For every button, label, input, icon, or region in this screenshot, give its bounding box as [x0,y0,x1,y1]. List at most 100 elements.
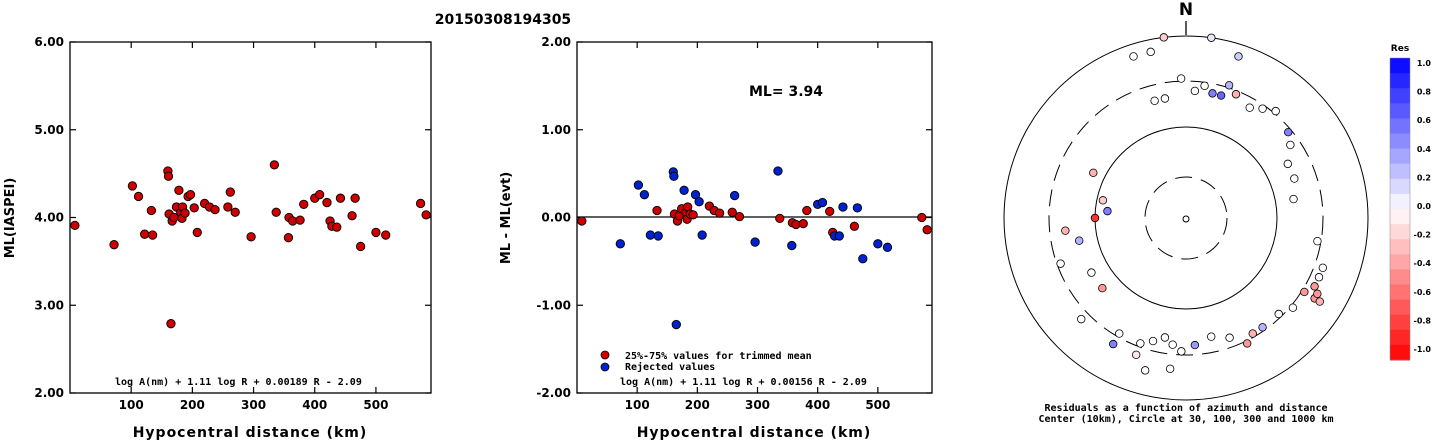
data-point [615,239,625,249]
colorbar-tick-label: -1.0 [1414,345,1432,354]
colorbar-tick-label: -0.4 [1414,259,1432,268]
center-marker [1182,215,1190,223]
data-point [299,199,309,209]
data-point [381,230,391,240]
residual-colorbar: Res 1.0 0.8 0.6 0.4 0.2 0.0 -0.2 -0.4 -0.6 -0.8 -1… [1389,44,1432,361]
ring-1000km [1003,35,1369,401]
data-point [734,211,745,222]
colorbar-cell [1390,284,1410,301]
azimuth-point [1248,329,1257,338]
data-point [314,190,325,200]
data-point [679,185,689,195]
data-point [146,205,157,216]
data-point [834,231,844,241]
azimuth-point [1103,206,1112,216]
colorbar-cell [1390,88,1410,104]
residual-vs-distance-panel: -2.00 -1.00 0.00 1.00 2.00 100 200 300 400 500 M… [499,35,933,441]
residual-y-axis: -2.00 -1.00 0.00 1.00 2.00 [536,35,932,400]
azimuth-point [1132,350,1141,360]
colorbar-title: Res [1391,44,1409,54]
colorbar-cell [1390,329,1410,346]
azimuth-point [1313,289,1322,299]
azimuth-point [1288,303,1298,312]
x-tick-label: 300 [241,398,266,412]
azimuth-point [1284,128,1293,137]
data-point [70,220,80,231]
colorbar-cell [1390,163,1410,180]
y-tick-label: 4.00 [34,211,64,225]
data-point [633,180,644,190]
colorbar-cell [1390,314,1410,331]
x-tick-label: 400 [805,398,830,412]
data-point [350,193,360,203]
ml-plot-frame [69,41,432,394]
event-id-title: 20150308194305 [435,12,571,28]
colorbar-cell [1390,224,1410,240]
azimuth-point [1216,91,1226,100]
data-point [109,240,119,250]
legend-rejected-marker [600,362,610,372]
data-point [873,239,883,249]
azimuth-point [1234,52,1243,61]
azimuth-point [1056,259,1065,268]
azimuth-point [1150,96,1159,106]
azimuth-point [1129,52,1138,61]
data-point [139,229,150,239]
legend-inlier-label: 25%-75% values for trimmed mean [625,350,812,362]
azimuth-point [1310,282,1319,291]
y-tick-label: 3.00 [34,298,64,312]
colorbar-tick-label: 0.0 [1417,202,1432,211]
colorbar-cell [1390,299,1410,316]
azimuth-point [1300,287,1309,297]
y-tick-label: -1.00 [536,298,571,312]
azimuth-point [1108,339,1118,349]
data-point [817,197,828,208]
azimuth-point [1136,339,1145,348]
azimuth-point [1077,314,1086,324]
residual-x-axis-label: Hypocentral distance (km) [637,425,872,441]
y-tick-label: 2.00 [541,35,571,49]
data-point [225,187,235,197]
azimuth-point [1290,174,1299,183]
legend-inlier-marker [600,350,610,360]
data-point [688,210,698,220]
colorbar-cell [1390,209,1410,225]
azimuth-point [1160,333,1170,342]
ml-y-axis: 2.00 3.00 4.00 5.00 6.00 [34,35,431,400]
data-point [798,218,808,229]
data-point [577,216,587,226]
data-point [295,215,305,225]
colorbar-tick-label: -0.2 [1414,231,1432,240]
data-point [922,225,932,235]
data-point [246,232,256,242]
data-point [917,212,927,223]
colorbar-cell [1390,193,1410,210]
data-point [332,222,342,232]
ml-x-axis: 100 200 300 400 500 [119,42,388,412]
azimuth-point [1286,140,1295,150]
colorbar-ticks: 1.0 0.8 0.6 0.4 0.2 0.0 -0.2 -0.4 -0.6 -0.8 -1.0 [1414,59,1432,354]
colorbar-cell [1390,178,1410,195]
legend-rejected-label: Rejected values [625,361,715,373]
colorbar-cell [1390,118,1410,134]
data-point [729,190,740,201]
data-point [133,191,144,202]
azimuth-point [1283,159,1292,169]
data-point [174,185,184,195]
colorbar-tick-label: -0.8 [1414,316,1432,325]
data-point [639,190,650,200]
data-point [371,227,381,238]
colorbar-tick-label: 0.8 [1417,88,1432,97]
colorbar-cell [1390,73,1410,89]
x-tick-label: 100 [119,398,144,412]
y-tick-label: 6.00 [34,35,64,49]
azimuth-point [1168,340,1177,349]
residual-formula: log A(nm) + 1.11 log R + 0.00156 R - 2.0… [620,377,867,388]
data-point [185,190,196,200]
data-point [694,197,704,207]
azimuth-point [1258,323,1267,332]
azimuth-point [1200,81,1209,91]
y-tick-label: 2.00 [34,386,64,400]
azimuth-point [1098,283,1107,293]
data-point [852,203,863,213]
